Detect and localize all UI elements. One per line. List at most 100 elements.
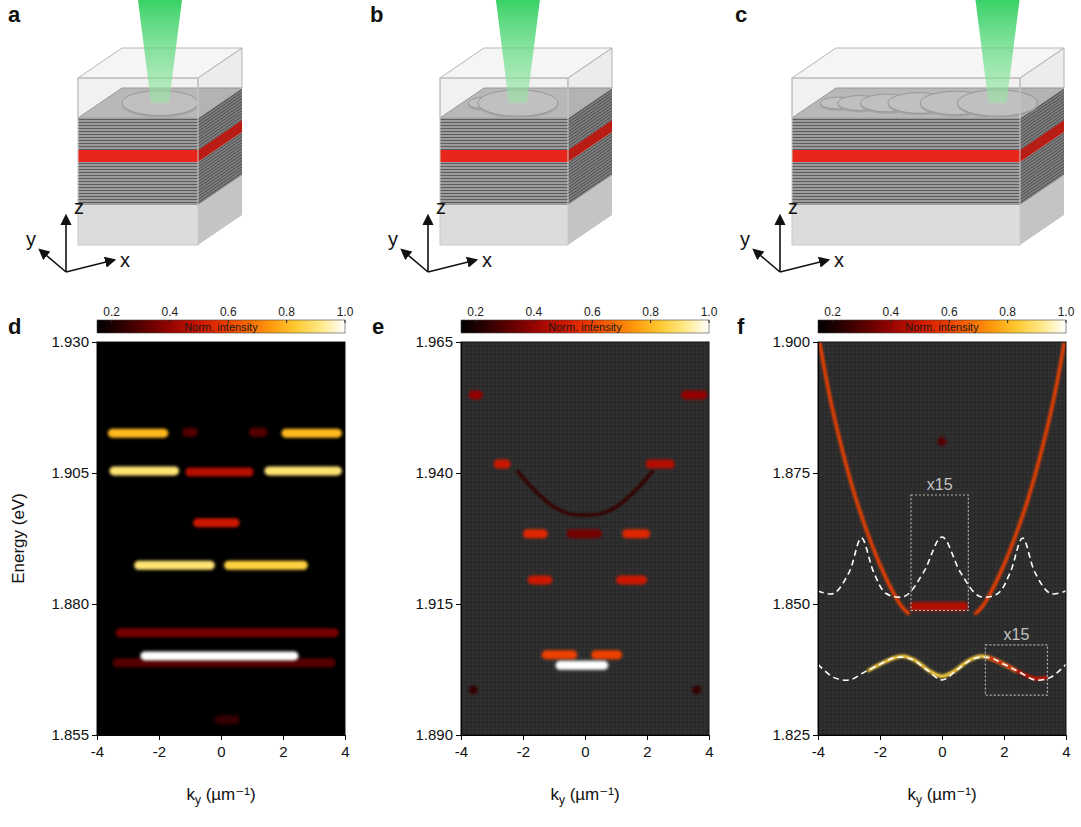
axis-arrow: [65, 216, 67, 272]
colorbar-tick: [650, 320, 651, 323]
tick-mark: [159, 735, 160, 740]
tick-label: 1.900: [772, 333, 810, 350]
tick-mark: [456, 473, 461, 474]
colorbar-tick-label: 0.4: [526, 305, 543, 319]
tick-label: 1.965: [415, 333, 453, 350]
emission-mode: [109, 466, 179, 475]
plot-area: [818, 342, 1066, 680]
layer-stripe: [568, 114, 612, 144]
layer-front: [792, 118, 1020, 150]
layer-stripe: [792, 119, 1020, 120]
tick-label: -4: [91, 743, 104, 760]
tick: 1.905: [51, 464, 97, 481]
figure: xyzaxyzbxyzc1.8551.8801.9051.930-4-2024k…: [0, 0, 1081, 827]
tick: 1.900: [772, 333, 818, 350]
y-axis: 1.8551.8801.9051.930: [51, 333, 97, 743]
layer-stripe: [78, 131, 198, 132]
axis-arrow: [66, 260, 114, 272]
colorbar: [97, 320, 345, 333]
tick-label: 1.940: [415, 464, 453, 481]
tick: 4: [341, 735, 349, 760]
emission-mode: [622, 529, 650, 538]
layer-stripe: [1020, 114, 1064, 144]
colorbar-tick-label: 0.8: [642, 305, 659, 319]
tick: -4: [91, 735, 104, 760]
colorbar-tick-label: 1.0: [337, 305, 354, 319]
cladding-front: [440, 78, 568, 118]
colorbar-tick: [345, 320, 346, 323]
layer-stripe: [440, 172, 568, 173]
layer-stripe: [78, 178, 198, 179]
layer-stripe: [440, 149, 568, 150]
layer-stripe: [792, 134, 1020, 135]
layer-stripe: [440, 131, 568, 132]
tick-label: 2: [279, 743, 287, 760]
y-axis: 1.8251.8501.8751.900: [772, 333, 818, 743]
tick: -2: [153, 735, 166, 760]
colorbar-tick-label: 0.8: [278, 305, 295, 319]
emission-mode: [681, 390, 707, 399]
layer-stripe: [78, 196, 198, 197]
layer-stripe: [440, 128, 568, 129]
tick: 2: [643, 735, 651, 760]
layer-stripe: [198, 117, 242, 147]
cladding-front: [78, 78, 198, 118]
plot-frame: [818, 342, 1066, 735]
layer-stripe: [78, 137, 198, 138]
panel-label: e: [372, 314, 384, 339]
layer-stripe: [568, 173, 612, 203]
tick: 1.915: [415, 595, 461, 612]
x-axis: -4-2024: [91, 735, 350, 760]
emission-mode: [116, 628, 339, 637]
layer-stripe: [440, 187, 568, 188]
layer-stripe: [792, 125, 1020, 126]
y-axis: 1.8901.9151.9401.965: [415, 333, 461, 743]
axis-letter: y: [26, 228, 36, 250]
emission-mode: [692, 685, 701, 694]
layer-front: [440, 118, 568, 150]
layer-stripe: [792, 163, 1020, 164]
tick-label: 1.930: [51, 333, 89, 350]
layer-stripe: [198, 114, 242, 144]
layer-front: [440, 150, 568, 162]
colorbar-tick-label: 0.6: [584, 305, 601, 319]
tick-mark: [92, 735, 97, 736]
schematic: xyz: [388, 0, 612, 272]
tick-mark: [345, 735, 346, 740]
laser-beam: [496, 0, 540, 103]
tick: 0: [938, 735, 946, 760]
layer-stripe: [78, 172, 198, 173]
layer-stripe: [1020, 170, 1064, 200]
emission-mode: [566, 529, 602, 538]
emission-mode: [193, 518, 240, 527]
colorbar-tick-label: 0.6: [220, 305, 237, 319]
tick-mark: [97, 735, 98, 740]
panel-label: a: [8, 2, 21, 27]
layer-stripe: [792, 149, 1020, 150]
panel-label: c: [735, 2, 747, 27]
axis-line: [461, 343, 462, 736]
layer-stripe: [78, 140, 198, 141]
emission-mode: [616, 575, 647, 584]
emission-mode: [182, 428, 198, 437]
layer-stripe: [440, 122, 568, 123]
cladding-top: [792, 48, 1064, 78]
colorbar: [461, 320, 709, 333]
plot-area: [108, 428, 342, 725]
layer-stripe: [440, 193, 568, 194]
axis-arrow: [754, 250, 780, 272]
y-axis-title: Energy (eV): [9, 493, 28, 584]
tick-mark: [585, 735, 586, 740]
layer-stripe: [78, 143, 198, 144]
emission-mode: [528, 575, 553, 584]
tick-label: 4: [705, 743, 713, 760]
plot-background: [818, 342, 1066, 735]
annotation: x15: [927, 476, 953, 493]
tick-mark: [1066, 735, 1067, 740]
colorbar-tick-label: 1.0: [1058, 305, 1075, 319]
tick-mark: [813, 342, 818, 343]
dispersion: [517, 470, 653, 515]
layer-stripe: [440, 190, 568, 191]
layer-stripe: [440, 184, 568, 185]
colorbar-tick-label: 0.6: [941, 305, 958, 319]
